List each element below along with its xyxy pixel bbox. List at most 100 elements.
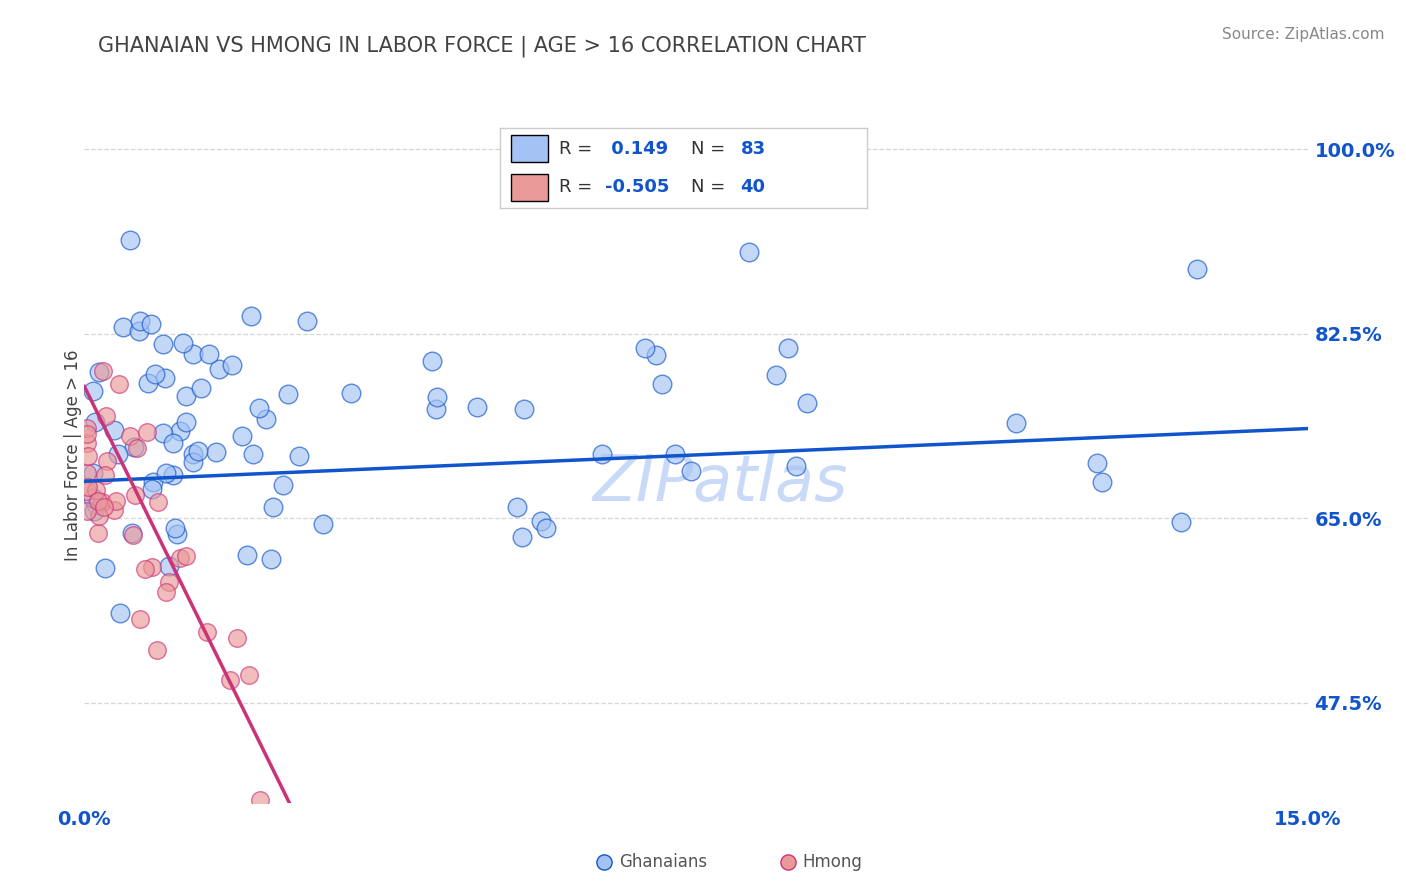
Point xyxy=(312,516,335,531)
Point xyxy=(796,396,818,410)
Point xyxy=(231,429,253,443)
Point xyxy=(121,526,143,541)
Point xyxy=(76,449,98,463)
Point xyxy=(128,314,150,328)
Point xyxy=(172,336,194,351)
Point xyxy=(143,367,166,381)
Point xyxy=(120,233,142,247)
Point xyxy=(644,348,666,362)
Point xyxy=(426,390,449,404)
Point xyxy=(94,561,117,575)
Point xyxy=(195,625,218,640)
Point xyxy=(108,606,131,620)
Point xyxy=(183,455,205,469)
Point xyxy=(169,551,191,566)
Point xyxy=(420,354,443,368)
Point xyxy=(240,309,263,323)
Point xyxy=(153,371,176,385)
Point xyxy=(76,483,98,498)
Point xyxy=(146,495,169,509)
Point xyxy=(142,475,165,490)
Point xyxy=(1187,262,1209,277)
Point xyxy=(262,500,284,514)
Point xyxy=(134,562,156,576)
Point xyxy=(76,466,98,480)
Point xyxy=(103,503,125,517)
Point xyxy=(174,389,197,403)
Point xyxy=(221,358,243,372)
Point xyxy=(87,366,110,380)
Point xyxy=(174,549,197,563)
Point xyxy=(187,444,209,458)
Point xyxy=(1170,515,1192,529)
Point xyxy=(155,467,177,481)
Point xyxy=(136,376,159,391)
Point xyxy=(76,421,98,435)
Point xyxy=(90,495,112,509)
Point xyxy=(633,341,655,355)
Point xyxy=(152,425,174,440)
Point xyxy=(425,402,447,417)
Point xyxy=(219,673,242,687)
Point xyxy=(238,668,260,682)
Point xyxy=(87,509,110,524)
Point xyxy=(162,467,184,482)
Point xyxy=(235,548,257,562)
Point xyxy=(77,480,100,494)
Point xyxy=(166,527,188,541)
Point xyxy=(513,401,536,416)
Point xyxy=(181,347,204,361)
Point xyxy=(190,381,212,395)
Point xyxy=(176,415,198,429)
Point xyxy=(84,499,107,513)
Point xyxy=(288,449,311,463)
Point xyxy=(162,436,184,450)
Point xyxy=(136,425,159,439)
Point xyxy=(141,317,163,331)
Point xyxy=(152,337,174,351)
Point xyxy=(198,346,221,360)
Point xyxy=(87,493,110,508)
Point xyxy=(155,584,177,599)
Point xyxy=(340,385,363,400)
Point xyxy=(107,447,129,461)
Point xyxy=(86,483,108,497)
Point xyxy=(534,521,557,535)
Point xyxy=(271,478,294,492)
Point xyxy=(738,244,761,259)
Point xyxy=(141,482,163,496)
Point xyxy=(124,488,146,502)
Point xyxy=(84,415,107,429)
Point xyxy=(778,341,800,355)
Point xyxy=(128,324,150,338)
Y-axis label: In Labor Force | Age > 16: In Labor Force | Age > 16 xyxy=(65,349,82,561)
Point xyxy=(103,424,125,438)
Point xyxy=(111,320,134,334)
Point xyxy=(82,491,104,505)
Point xyxy=(530,514,553,528)
Point xyxy=(122,440,145,454)
Point xyxy=(94,468,117,483)
Point xyxy=(129,612,152,626)
Point xyxy=(91,364,114,378)
Text: Source: ZipAtlas.com: Source: ZipAtlas.com xyxy=(1222,27,1385,42)
Point xyxy=(146,643,169,657)
Point xyxy=(96,454,118,468)
Point xyxy=(1091,475,1114,489)
Point xyxy=(295,314,318,328)
Point xyxy=(249,793,271,807)
Point xyxy=(141,560,163,574)
Point xyxy=(765,368,787,382)
Point xyxy=(93,500,115,514)
Text: GHANAIAN VS HMONG IN LABOR FORCE | AGE > 16 CORRELATION CHART: GHANAIAN VS HMONG IN LABOR FORCE | AGE >… xyxy=(98,36,866,57)
Point xyxy=(120,429,142,443)
Point xyxy=(105,493,128,508)
Point xyxy=(651,376,673,391)
Point xyxy=(159,575,181,590)
Point xyxy=(181,447,204,461)
Point xyxy=(86,526,108,541)
Point xyxy=(205,445,228,459)
Point xyxy=(664,447,686,461)
Text: ZIPatlas: ZIPatlas xyxy=(593,451,848,514)
Point xyxy=(208,362,231,376)
